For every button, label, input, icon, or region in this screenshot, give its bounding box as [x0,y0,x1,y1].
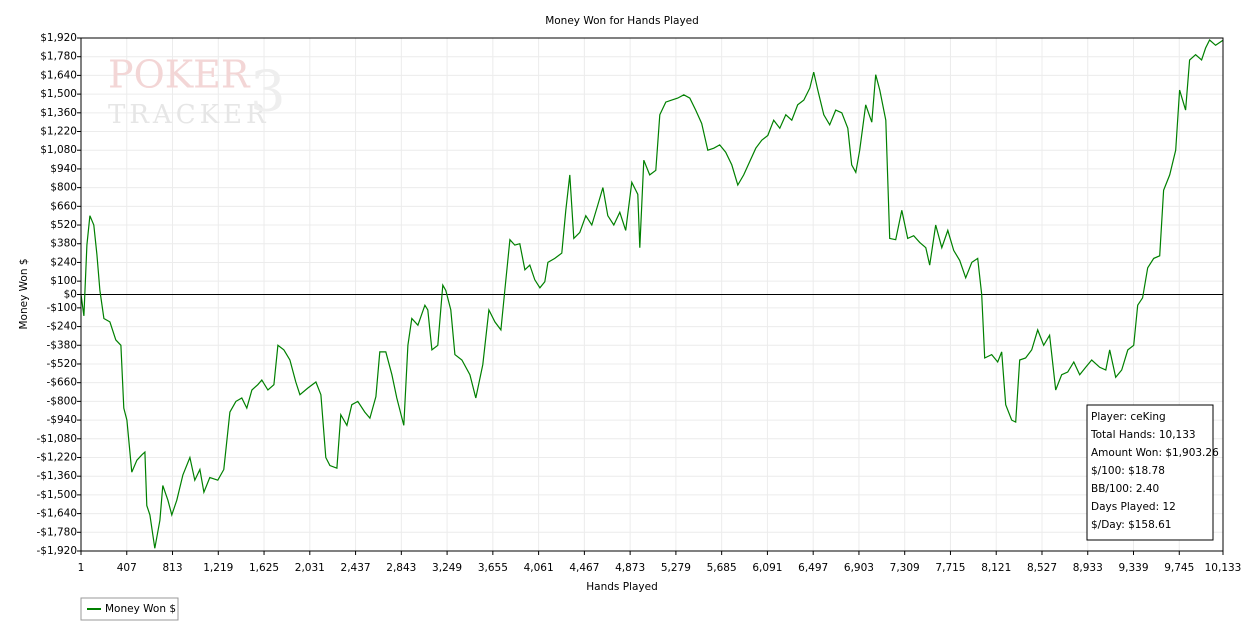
x-tick-label: 8,933 [1073,562,1103,574]
chart-title: Money Won for Hands Played [545,15,699,27]
y-tick-label: -$520 [46,358,77,370]
x-tick-label: 6,903 [844,562,874,574]
stat-line: Player: ceKing [1091,411,1166,423]
plot [80,39,1224,549]
y-tick-label: -$1,080 [36,433,77,445]
y-tick-label: $1,500 [40,88,77,100]
y-tick-label: $1,640 [40,69,77,81]
x-tick-label: 3,655 [478,562,508,574]
y-tick-label: -$1,500 [36,489,77,501]
x-tick-label: 5,685 [707,562,737,574]
y-tick-label: -$240 [46,321,77,333]
stat-line: $/Day: $158.61 [1091,519,1171,531]
x-tick-label: 7,309 [890,562,920,574]
y-tick-label: $660 [50,200,77,212]
stats: Player: ceKing Total Hands: 10,133 Amount … [1090,411,1219,531]
x-tick-label: 3,249 [432,562,462,574]
stat-line: Amount Won: $1,903.26 [1091,447,1219,459]
y-tick-label: -$100 [46,302,77,314]
legend-label: Money Won $ [105,603,176,615]
y-tick-label: $800 [50,182,77,194]
x-tick-label: 6,497 [798,562,828,574]
y-tick-label: $1,920 [40,32,77,44]
stat-line: BB/100: 2.40 [1091,483,1159,495]
x-tick-label: 9,745 [1164,562,1194,574]
x-tick-label: 4,061 [524,562,554,574]
x-tick-label: 6,091 [752,562,782,574]
x-tick-label: 7,715 [935,562,965,574]
x-tick-label: 1,625 [249,562,279,574]
watermark: TRACKER [108,100,270,130]
x-tick-label: 4,873 [615,562,645,574]
y-tick-label: -$1,640 [36,508,77,520]
y-tick-label: $940 [50,163,77,175]
x-tick-label: 9,339 [1118,562,1148,574]
y-tick-label: $100 [50,275,77,287]
legend [80,597,179,621]
x-tick-label: 2,437 [341,562,371,574]
x-tick-label: 2,031 [295,562,325,574]
x-tick-label: 407 [117,562,137,574]
y-tick-label: -$1,360 [36,470,77,482]
watermark: POKER [108,53,251,97]
y-tick-label: $1,780 [40,51,77,63]
x-tick-label: 813 [162,562,182,574]
x-tick-label: 8,527 [1027,562,1057,574]
y-tick-label: $240 [50,256,77,268]
y-tick-label: -$380 [46,339,77,351]
x-tick-label: 8,121 [981,562,1011,574]
y-tick-label: -$1,920 [36,545,77,557]
x-tick-label: 5,279 [661,562,691,574]
x-tick-label: 10,133 [1205,562,1242,574]
y-tick-label: -$660 [46,377,77,389]
data-line [80,39,1224,549]
watermark: 3 [250,60,286,125]
plot-border [80,37,1224,552]
x-tick-label: 4,467 [569,562,599,574]
y-tick-label: -$1,780 [36,526,77,538]
y-tick-label: $520 [50,219,77,231]
stat-line: Total Hands: 10,133 [1090,429,1196,441]
y-tick-label: -$940 [46,414,77,426]
legend-items: Money Won $ [87,603,176,615]
y-tick-label: $1,360 [40,107,77,119]
stat-line: Days Played: 12 [1091,501,1176,513]
x-tick-label: 1 [78,562,85,574]
y-tick-label: $0 [64,289,77,301]
y-tick-label: -$800 [46,395,77,407]
y-tick-label: -$1,220 [36,451,77,463]
y-tick-label: $380 [50,238,77,250]
x-tick-label: 2,843 [386,562,416,574]
x-tick-label: 1,219 [203,562,233,574]
y-tick-label: $1,220 [40,126,77,138]
x-axis-label: Hands Played [586,581,657,593]
y-axis-label: Money Won $ [18,258,30,329]
stats-box [1086,404,1214,541]
stat-line: $/100: $18.78 [1091,465,1165,477]
y-tick-label: $1,080 [40,144,77,156]
